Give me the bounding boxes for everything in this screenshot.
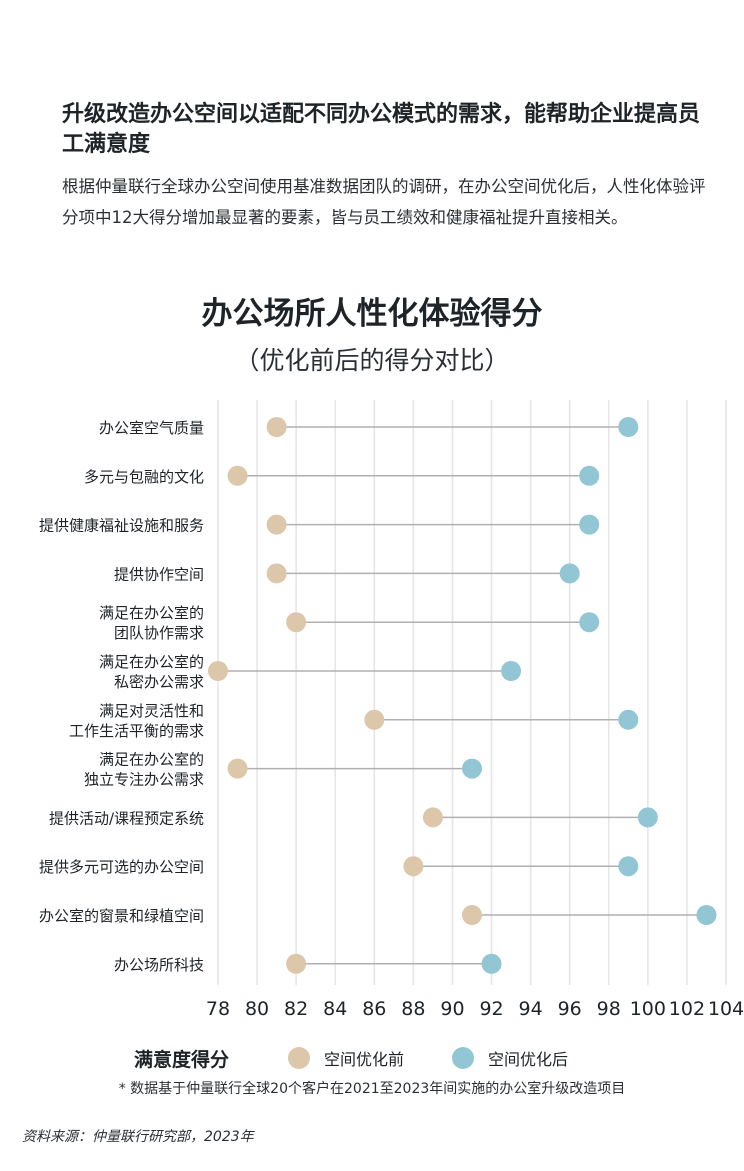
chart-rows: 办公室空气质量多元与包融的文化提供健康福祉设施和服务提供协作空间满足在办公室的团… xyxy=(39,417,717,974)
chart-title: 办公场所人性化体验得分 xyxy=(201,296,543,332)
x-tick-label: 78 xyxy=(206,998,230,1020)
legend-label-before: 空间优化前 xyxy=(324,1050,405,1069)
chart-row: 办公场所科技 xyxy=(114,953,502,974)
dot-before xyxy=(364,709,385,730)
x-tick-label: 100 xyxy=(630,998,666,1020)
dot-after xyxy=(481,953,502,974)
category-label: 多元与包融的文化 xyxy=(84,468,204,486)
x-tick-label: 92 xyxy=(479,998,503,1020)
dot-after xyxy=(579,514,600,535)
category-label: 办公室空气质量 xyxy=(99,419,204,437)
chart-row: 提供活动/课程预定系统 xyxy=(49,807,658,828)
category-label: 满足对灵活性和 xyxy=(99,702,204,720)
dot-after xyxy=(696,905,717,925)
chart-subtitle: （优化前后的得分对比） xyxy=(234,346,510,375)
chart-row: 提供健康福祉设施和服务 xyxy=(39,514,600,535)
category-label: 提供活动/课程预定系统 xyxy=(49,809,204,827)
chart-gridlines xyxy=(217,400,727,985)
chart-row: 办公室的窗景和绿植空间 xyxy=(39,905,717,925)
dot-before xyxy=(266,514,287,535)
x-tick-label: 84 xyxy=(323,998,347,1020)
category-label: 提供健康福祉设施和服务 xyxy=(39,517,204,535)
dot-after xyxy=(637,807,658,828)
x-tick-label: 86 xyxy=(362,998,386,1020)
category-label: 办公场所科技 xyxy=(114,956,204,974)
dot-before xyxy=(422,807,443,828)
legend: 满意度得分 空间优化前 空间优化后 xyxy=(0,1043,744,1073)
x-tick-label: 82 xyxy=(284,998,308,1020)
chart-row: 多元与包融的文化 xyxy=(84,465,600,486)
chart-row: 提供协作空间 xyxy=(114,563,580,584)
dot-after xyxy=(462,758,482,779)
dot-before xyxy=(227,465,248,486)
x-tick-label: 102 xyxy=(669,998,705,1020)
category-label: 满足在办公室的 xyxy=(99,653,204,671)
category-label: 提供协作空间 xyxy=(114,565,204,583)
dot-after xyxy=(618,417,639,437)
legend-swatch-before xyxy=(288,1047,310,1069)
x-tick-label: 98 xyxy=(597,998,621,1020)
category-label: 满足在办公室的 xyxy=(99,751,204,769)
x-tick-label: 96 xyxy=(558,998,582,1020)
category-label: 工作生活平衡的需求 xyxy=(69,722,204,740)
dumbbell-chart: 办公室空气质量多元与包融的文化提供健康福祉设施和服务提供协作空间满足在办公室的团… xyxy=(39,400,744,1020)
dot-before xyxy=(208,661,228,681)
dot-before xyxy=(227,758,248,779)
x-tick-label: 104 xyxy=(708,998,744,1020)
headline: 升级改造办公空间以适配不同办公模式的需求，能帮助企业提高员工满意度 xyxy=(62,102,701,157)
legend-label-after: 空间优化后 xyxy=(488,1050,569,1069)
dot-before xyxy=(266,417,287,437)
dot-after xyxy=(579,465,600,486)
dot-before xyxy=(266,563,287,584)
chart-row: 办公室空气质量 xyxy=(99,417,639,437)
chart-row: 提供多元可选的办公空间 xyxy=(39,856,639,877)
legend-item-after: 空间优化后 xyxy=(452,1043,568,1073)
legend-title: 满意度得分 xyxy=(134,1049,230,1071)
dot-before xyxy=(403,856,424,877)
x-tick-label: 90 xyxy=(440,998,464,1020)
dot-after xyxy=(559,563,580,584)
body-text: 根据仲量联行全球办公空间使用基准数据团队的调研，在办公空间优化后，人性化体验评分… xyxy=(62,177,706,227)
category-label: 团队协作需求 xyxy=(114,624,204,642)
dot-after xyxy=(618,856,639,877)
source: 资料来源：仲量联行研究部，2023年 xyxy=(22,1129,254,1145)
dot-before xyxy=(286,953,307,974)
x-tick-label: 80 xyxy=(245,998,269,1020)
legend-swatch-after xyxy=(452,1047,474,1069)
dot-after xyxy=(618,709,639,730)
dot-after xyxy=(579,612,600,633)
category-label: 独立专注办公需求 xyxy=(84,771,204,789)
category-label: 私密办公需求 xyxy=(114,673,204,691)
x-tick-label: 94 xyxy=(519,998,543,1020)
dot-before xyxy=(286,612,307,633)
x-tick-label: 88 xyxy=(401,998,425,1020)
dot-after xyxy=(501,661,522,681)
x-axis: 78 80 82 84 86 88 90 92 94 96 98 100 102 104 xyxy=(206,998,744,1020)
category-label: 满足在办公室的 xyxy=(99,604,204,622)
footnote: * 数据基于仲量联行全球20个客户在2021至2023年间实施的办公室升级改造项… xyxy=(118,1081,626,1097)
category-label: 办公室的窗景和绿植空间 xyxy=(39,907,204,925)
category-label: 提供多元可选的办公空间 xyxy=(39,858,204,876)
dot-before xyxy=(462,905,482,925)
legend-item-before: 空间优化前 xyxy=(288,1043,404,1073)
